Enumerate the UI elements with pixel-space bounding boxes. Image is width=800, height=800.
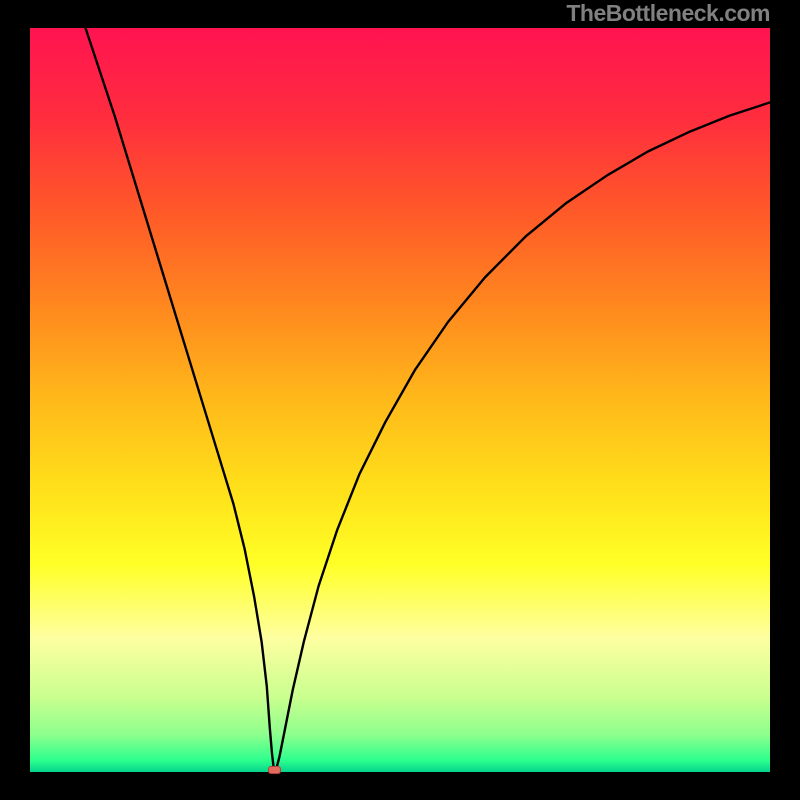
curve-layer: [30, 28, 770, 772]
optimal-point-marker: [268, 766, 281, 774]
bottleneck-curve: [86, 28, 771, 772]
watermark-text: TheBottleneck.com: [566, 0, 770, 27]
plot-area: [30, 28, 770, 772]
gradient-background: [30, 28, 770, 772]
